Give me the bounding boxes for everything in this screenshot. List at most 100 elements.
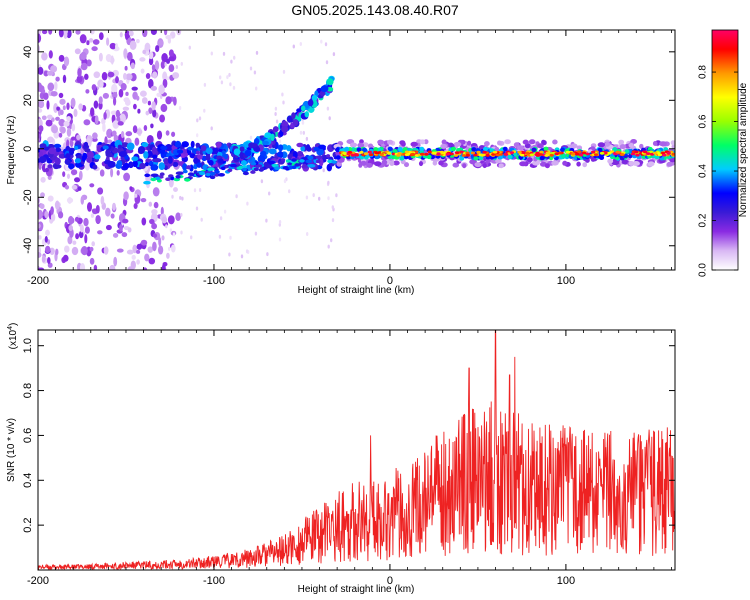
band-halo-blob [647, 161, 655, 167]
branch-blob [304, 111, 310, 118]
colorbar-tick-label: 0.8 [698, 65, 709, 79]
scatter-blob [133, 103, 137, 110]
branch-blob [242, 167, 247, 172]
scatter-blob [48, 50, 53, 59]
band-core-blob [476, 150, 481, 154]
scatter-blob [38, 133, 41, 139]
band-halo-blob [387, 139, 394, 145]
scatter-blob [301, 120, 305, 125]
band-blob [131, 156, 139, 162]
scatter-blob [122, 218, 129, 224]
scatter-blob [165, 224, 168, 229]
scatter-blob [86, 59, 92, 67]
band-core-blob [432, 151, 437, 155]
snr-y-tick-label: 0.8 [22, 383, 34, 398]
scatter-blob [161, 216, 168, 224]
branch-blob [244, 149, 252, 157]
scatter-blob [117, 121, 124, 126]
scatter-blob [218, 234, 222, 239]
band-blob [215, 141, 222, 148]
band-core-blob [648, 150, 654, 154]
snr-series-line [38, 330, 675, 570]
band-blob [84, 148, 91, 153]
colorbar-ticks: 0.0 0.2 0.4 0.6 0.8 [698, 65, 738, 277]
band-blob [64, 159, 71, 165]
scatter-blob [41, 255, 46, 263]
band-core-blob [578, 153, 584, 157]
scatter-blob [180, 212, 183, 217]
scatter-blob [203, 82, 207, 87]
spectrogram-x-tick-label: 100 [557, 275, 575, 287]
band-core-blob [593, 153, 599, 157]
scatter-blob [246, 201, 249, 206]
scatter-blob [111, 83, 118, 94]
scatter-blob [97, 187, 104, 195]
branch-blob [214, 170, 220, 174]
branch-blob [291, 112, 296, 120]
scatter-blob [59, 98, 66, 105]
band-blob [257, 155, 266, 164]
snr-panel: -200 -100 0 100 0.2 0.4 0.6 0.8 1.0 Height of st… [6, 323, 676, 595]
snr-y-tick-label: 0.4 [22, 473, 34, 488]
band-blob [181, 141, 189, 148]
band-core-blob [521, 151, 526, 155]
scatter-blob [109, 42, 117, 50]
band-halo-blob [498, 163, 504, 169]
scatter-blob [166, 76, 170, 81]
branch-blob [242, 171, 249, 176]
scatter-blob [131, 254, 136, 260]
branch-blob [150, 177, 157, 182]
scatter-blob [48, 30, 53, 35]
scatter-blob [66, 173, 71, 179]
scatter-blob [126, 51, 133, 61]
scatter-blob [151, 223, 158, 230]
band-core-blob [535, 151, 540, 155]
scatter-blob [278, 237, 282, 242]
band-halo-blob [659, 141, 667, 147]
scatter-blob [130, 62, 136, 70]
scatter-blob [228, 72, 231, 77]
band-blob [195, 150, 200, 155]
band-core-blob [480, 153, 485, 157]
band-blob [144, 162, 149, 167]
scatter-blob [75, 233, 80, 240]
band-blob [240, 160, 247, 166]
scatter-blob [57, 211, 64, 219]
scatter-blob [168, 64, 175, 73]
scatter-blob [305, 136, 309, 141]
scatter-blob [130, 260, 136, 270]
band-blob [102, 145, 109, 150]
scatter-blob [327, 244, 330, 249]
scatter-blob [292, 44, 295, 49]
band-core-blob [646, 152, 651, 156]
band-blob [143, 151, 149, 159]
band-blob [116, 160, 123, 167]
scatter-blob [41, 30, 48, 35]
scatter-blob [136, 38, 140, 44]
band-blob [165, 144, 173, 152]
scatter-blob [56, 106, 60, 111]
band-blob [54, 157, 61, 165]
band-halo-blob [666, 161, 673, 167]
scatter-blob [125, 91, 129, 97]
band-halo-blob [403, 162, 410, 168]
scatter-blob [74, 177, 81, 183]
band-core-blob [424, 152, 429, 156]
branch-blob [272, 126, 279, 133]
band-blob [296, 150, 303, 157]
scatter-blob [42, 92, 49, 100]
band-blob [318, 158, 324, 167]
scatter-blob [70, 97, 76, 108]
scatter-blob [135, 128, 143, 135]
scatter-blob [167, 215, 175, 225]
band-core-blob [649, 152, 655, 156]
spectrogram-y-tick-label: 20 [22, 94, 34, 106]
band-core-blob [461, 154, 467, 157]
scatter-blob [46, 100, 50, 110]
scatter-blob [149, 218, 155, 225]
scatter-blob [71, 246, 79, 256]
band-core-blob [470, 151, 476, 155]
snr-x-tick-label: 100 [557, 575, 575, 587]
scatter-blob [152, 233, 158, 238]
scatter-blob [44, 210, 49, 219]
